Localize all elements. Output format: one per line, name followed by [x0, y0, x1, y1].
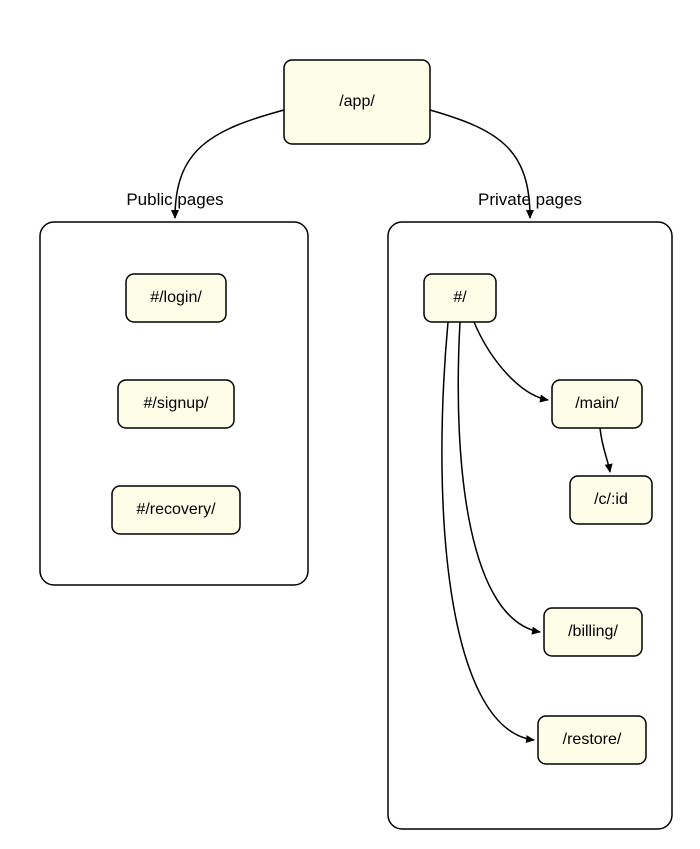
node-recovery-label: #/recovery/: [136, 501, 216, 518]
node-main-label: /main/: [575, 395, 619, 412]
routing-diagram: Public pages Private pages /app/ #/login…: [0, 0, 700, 849]
edge-hash-billing: [458, 322, 540, 632]
edge-hash-main: [474, 322, 548, 400]
node-login-label: #/login/: [150, 289, 202, 306]
edge-hash-restore: [442, 322, 534, 740]
node-billing-label: /billing/: [568, 623, 618, 640]
edge-main-cid: [600, 428, 610, 472]
node-app-label: /app/: [339, 93, 375, 110]
public-section-label: Public pages: [126, 190, 223, 209]
node-restore-label: /restore/: [563, 731, 622, 748]
node-hash-label: #/: [453, 289, 467, 306]
node-signup-label: #/signup/: [144, 395, 209, 412]
private-section-label: Private pages: [478, 190, 582, 209]
node-cid-label: /c/:id: [594, 491, 628, 508]
